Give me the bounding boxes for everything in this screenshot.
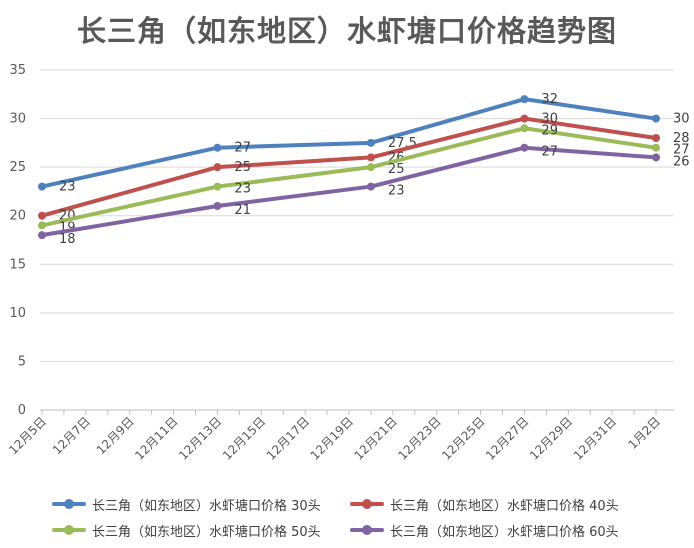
x-tick-label: 12月23日 bbox=[395, 414, 443, 462]
legend-label-40: 长三角（如东地区）水虾塘口价格 40头 bbox=[390, 498, 619, 514]
x-tick-label: 12月11日 bbox=[132, 414, 180, 462]
data-point bbox=[213, 182, 222, 191]
data-label: 32 bbox=[541, 92, 558, 107]
x-tick-label: 12月5日 bbox=[6, 414, 49, 457]
data-point bbox=[38, 231, 46, 240]
data-label: 25 bbox=[388, 162, 405, 177]
data-point bbox=[652, 134, 660, 142]
legend-item-30: 长三角（如东地区）水虾塘口价格 30头 bbox=[52, 494, 321, 514]
x-tick-label: 12月7日 bbox=[50, 414, 93, 457]
data-label: 23 bbox=[59, 180, 76, 195]
data-label: 23 bbox=[388, 184, 405, 199]
data-point bbox=[652, 153, 660, 162]
data-label: 23 bbox=[234, 182, 251, 197]
data-label: 21 bbox=[234, 203, 251, 218]
data-point bbox=[366, 163, 375, 172]
data-label: 27 bbox=[541, 145, 558, 160]
data-point bbox=[520, 143, 529, 152]
y-tick-label: 25 bbox=[9, 160, 26, 175]
legend-label-60: 长三角（如东地区）水虾塘口价格 60头 bbox=[390, 524, 619, 540]
x-tick-label: 12月31日 bbox=[571, 414, 619, 462]
data-point bbox=[520, 124, 529, 133]
data-point bbox=[366, 182, 375, 191]
x-tick-label: 12月17日 bbox=[264, 414, 312, 462]
y-tick-label: 15 bbox=[9, 257, 26, 272]
data-point bbox=[366, 153, 375, 162]
y-tick-label: 0 bbox=[18, 403, 26, 418]
legend-label-30: 长三角（如东地区）水虾塘口价格 30头 bbox=[92, 498, 321, 514]
legend-item-50: 长三角（如东地区）水虾塘口价格 50头 bbox=[52, 520, 321, 540]
series-line-0 bbox=[40, 97, 658, 189]
data-point bbox=[652, 143, 660, 152]
y-tick-label: 20 bbox=[9, 209, 26, 224]
y-tick-label: 5 bbox=[18, 354, 26, 369]
legend-label-50: 长三角（如东地区）水虾塘口价格 50头 bbox=[92, 524, 321, 540]
legend-swatch-60 bbox=[350, 525, 384, 535]
data-label: 30 bbox=[541, 112, 558, 127]
data-label: 27 bbox=[234, 141, 251, 156]
data-point bbox=[213, 143, 222, 152]
x-tick-label: 12月21日 bbox=[352, 414, 400, 462]
y-tick-label: 30 bbox=[9, 112, 26, 127]
data-label: 18 bbox=[59, 232, 76, 247]
data-point bbox=[213, 163, 222, 172]
legend-item-40: 长三角（如东地区）水虾塘口价格 40头 bbox=[350, 494, 619, 514]
legend-swatch-40 bbox=[350, 499, 384, 509]
y-tick-label: 35 bbox=[9, 63, 26, 78]
x-tick-label: 1月2日 bbox=[625, 414, 663, 452]
x-tick-label: 12月29日 bbox=[527, 414, 575, 462]
x-tick-label: 12月13日 bbox=[176, 414, 224, 462]
data-label: 28 bbox=[673, 131, 690, 146]
data-label: 25 bbox=[234, 160, 251, 175]
data-label: 26 bbox=[673, 154, 690, 169]
data-point bbox=[652, 114, 660, 123]
data-point bbox=[520, 95, 529, 104]
legend-swatch-50 bbox=[52, 525, 86, 535]
x-tick-label: 12月27日 bbox=[483, 414, 531, 462]
data-point bbox=[520, 114, 529, 123]
data-point bbox=[38, 182, 46, 191]
x-tick-label: 12月25日 bbox=[439, 414, 487, 462]
data-point bbox=[38, 211, 46, 220]
data-label: 30 bbox=[673, 112, 690, 127]
data-point bbox=[366, 138, 375, 147]
x-tick-label: 12月9日 bbox=[94, 414, 137, 457]
data-label: 27 bbox=[673, 143, 690, 158]
data-point bbox=[38, 221, 46, 230]
data-point bbox=[213, 202, 222, 210]
legend-swatch-30 bbox=[52, 499, 86, 509]
chart-title: 长三角（如东地区）水虾塘口价格趋势图 bbox=[76, 14, 617, 48]
data-label: 29 bbox=[541, 123, 558, 138]
x-tick-label: 12月19日 bbox=[308, 414, 356, 462]
x-tick-label: 12月15日 bbox=[220, 414, 268, 462]
y-tick-label: 10 bbox=[9, 306, 26, 321]
legend-item-60: 长三角（如东地区）水虾塘口价格 60头 bbox=[350, 520, 619, 540]
